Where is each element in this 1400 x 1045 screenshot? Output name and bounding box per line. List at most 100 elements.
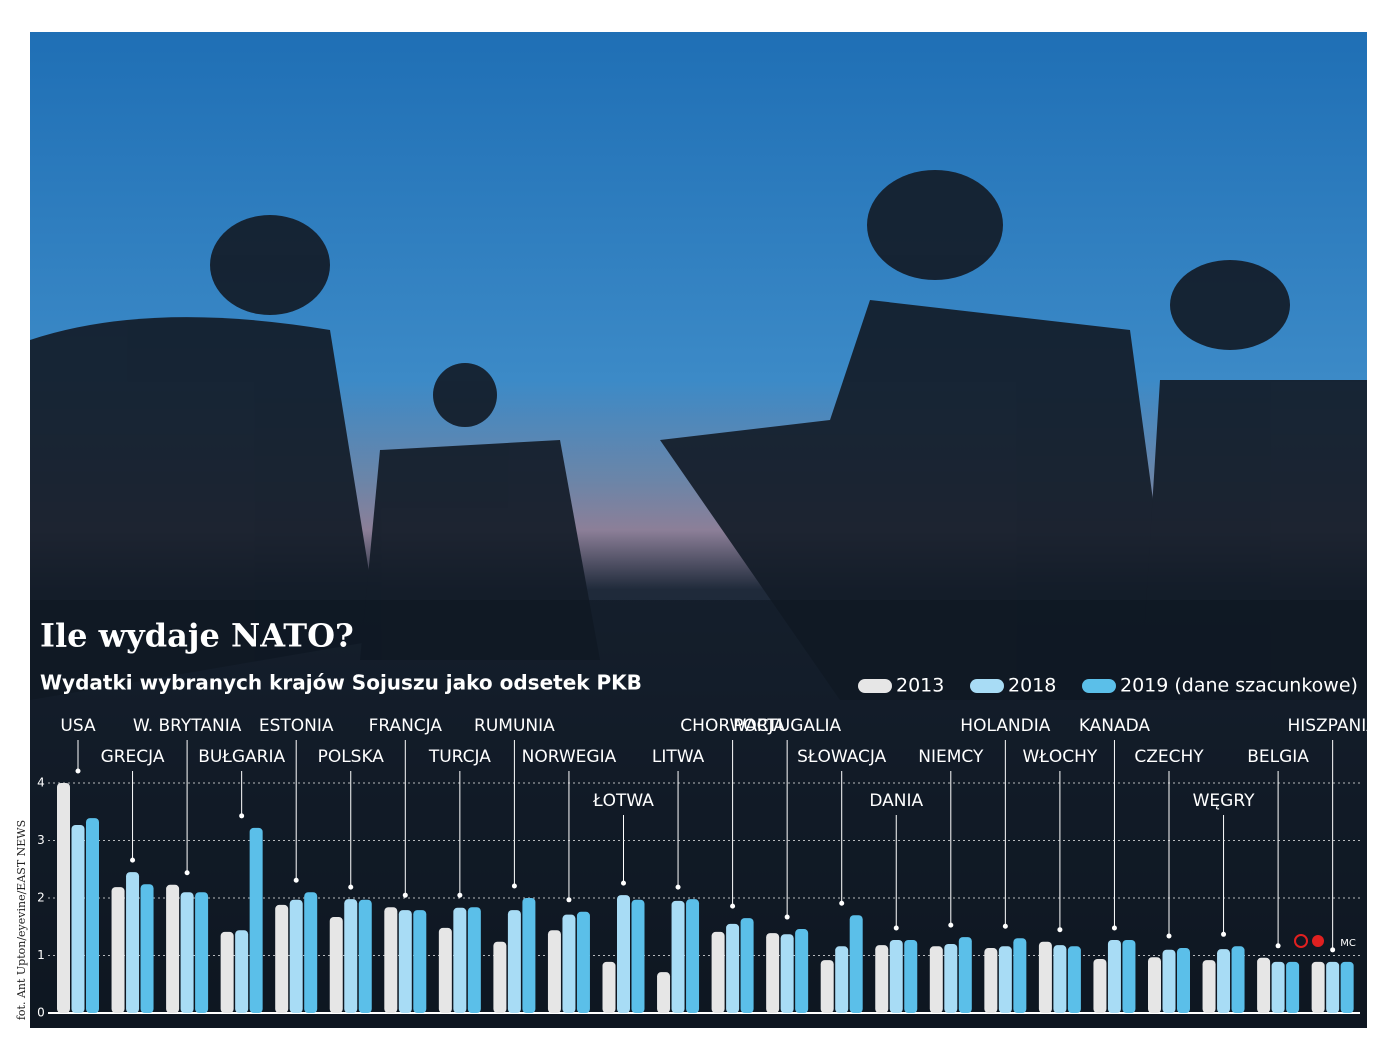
- y-tick-label: 4: [37, 776, 45, 790]
- legend-label: 2013: [896, 675, 944, 697]
- bar: [57, 783, 70, 1013]
- category-label: FRANCJA: [369, 716, 443, 736]
- bar: [166, 884, 180, 1013]
- leader-dot: [948, 922, 954, 928]
- leader-dot: [730, 903, 736, 909]
- bar: [71, 824, 85, 1013]
- category-label: NORWEGIA: [522, 747, 617, 767]
- bar: [398, 910, 412, 1013]
- leader-dot: [675, 884, 681, 890]
- category-label: NIEMCY: [918, 747, 984, 767]
- bar: [1107, 939, 1121, 1013]
- category-label: ESTONIA: [259, 716, 334, 736]
- bar: [686, 899, 700, 1013]
- leader-dot: [1221, 931, 1227, 937]
- leader-dot: [348, 884, 354, 890]
- bar: [1177, 948, 1190, 1013]
- legend-label: 2018: [1008, 675, 1056, 697]
- bar: [289, 899, 303, 1013]
- leader-dot: [839, 900, 845, 906]
- bar: [657, 972, 671, 1013]
- chart-title: Ile wydaje NATO?: [40, 617, 354, 655]
- bar: [438, 927, 452, 1013]
- category-label: WĘGRY: [1193, 791, 1255, 811]
- bar: [849, 915, 863, 1013]
- legend-label: 2019 (dane szacunkowe): [1120, 675, 1358, 697]
- bar: [889, 939, 903, 1013]
- bar: [998, 946, 1012, 1013]
- leader-dot: [402, 892, 408, 898]
- category-label: ŁOTWA: [592, 791, 654, 811]
- category-label: HISZPANIA: [1287, 716, 1378, 736]
- bar: [1202, 960, 1216, 1013]
- bar: [1038, 941, 1052, 1013]
- bar: [631, 899, 645, 1013]
- bar: [711, 931, 725, 1013]
- bar: [617, 895, 630, 1013]
- bar: [984, 948, 998, 1013]
- category-label: BUŁGARIA: [198, 747, 285, 767]
- bar: [507, 910, 521, 1013]
- category-label: POLSKA: [318, 747, 385, 767]
- category-label: KANADA: [1079, 716, 1151, 736]
- bar: [493, 941, 507, 1013]
- bar: [358, 899, 372, 1013]
- legend-swatch: [858, 679, 892, 693]
- category-label: WŁOCHY: [1023, 747, 1098, 767]
- category-label: GRECJA: [101, 747, 165, 767]
- bar: [547, 930, 561, 1013]
- bar: [958, 937, 972, 1013]
- bar: [195, 892, 209, 1013]
- y-tick-label: 1: [37, 948, 45, 962]
- category-label: BELGIA: [1247, 747, 1309, 767]
- logo: [1312, 935, 1324, 947]
- bar: [1122, 939, 1136, 1013]
- leader-dot: [566, 897, 572, 903]
- leader-dot: [1111, 925, 1117, 931]
- bar: [1093, 958, 1107, 1013]
- chart-subtitle: Wydatki wybranych krajów Sojuszu jako od…: [40, 671, 642, 695]
- leader-dot: [184, 870, 190, 876]
- leader-dot: [511, 883, 517, 889]
- legend-swatch: [1082, 679, 1116, 693]
- bar: [86, 818, 99, 1013]
- category-label: SŁOWACJA: [797, 747, 887, 767]
- leader-dot: [1057, 927, 1063, 933]
- bar: [576, 911, 590, 1013]
- bar: [384, 907, 398, 1013]
- bar: [522, 898, 536, 1013]
- bar: [1257, 957, 1271, 1013]
- category-label: CZECHY: [1134, 747, 1204, 767]
- bar: [766, 933, 780, 1013]
- leader-dot: [75, 768, 81, 774]
- y-tick-label: 3: [37, 833, 45, 847]
- leader-dot: [893, 925, 899, 931]
- leader-dot: [1002, 923, 1008, 929]
- bar: [562, 914, 576, 1013]
- bar: [126, 872, 140, 1013]
- bar: [304, 892, 318, 1013]
- bar: [344, 899, 358, 1013]
- bar: [835, 946, 849, 1013]
- photo-credit: fot. Ant Upton/eyevine/EAST NEWS: [15, 820, 28, 1020]
- category-label: DANIA: [869, 791, 923, 811]
- leader-dot: [293, 877, 299, 883]
- bar: [180, 892, 194, 1013]
- y-tick-label: 2: [37, 891, 45, 905]
- bar: [275, 904, 289, 1013]
- bar: [235, 930, 249, 1013]
- bar: [1340, 961, 1354, 1013]
- bar: [602, 961, 616, 1013]
- bar: [220, 931, 234, 1013]
- bar: [875, 945, 889, 1013]
- bar: [1067, 946, 1081, 1013]
- bar: [1311, 961, 1325, 1013]
- bar: [1286, 961, 1300, 1013]
- leader-dot: [457, 892, 463, 898]
- bar: [453, 907, 467, 1013]
- category-label: TURCJA: [428, 747, 491, 767]
- bar: [795, 929, 809, 1013]
- leader-dot: [1275, 943, 1281, 949]
- category-label: PORTUGALIA: [733, 716, 841, 736]
